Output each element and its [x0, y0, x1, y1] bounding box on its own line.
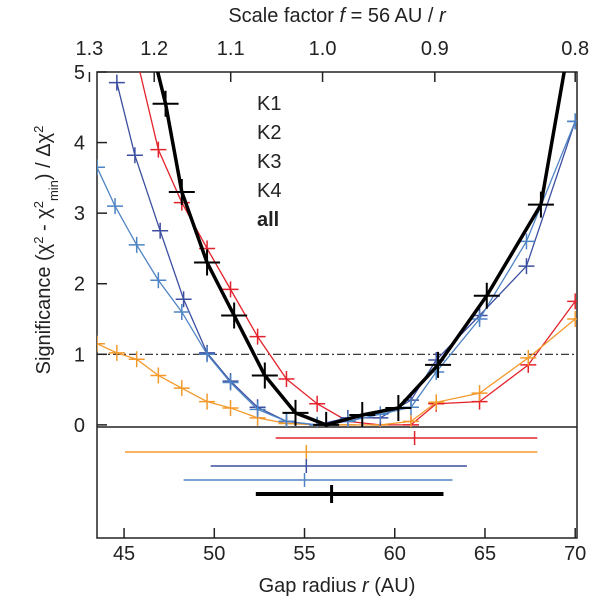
y-axis-label-part: 2 [31, 126, 46, 133]
y-axis-label-part: 2 [31, 237, 46, 244]
top-axis-label-part: r [439, 5, 447, 27]
plot-frame [96, 71, 578, 539]
point-marker [128, 351, 145, 368]
x-axis-label: Gap radius r (AU) [259, 575, 416, 597]
point-marker [199, 346, 216, 363]
x-tick-label: 60 [384, 543, 406, 565]
x2-tick-label: 1.2 [140, 38, 168, 60]
x2-tick-label: 1.1 [217, 38, 245, 60]
point-marker [518, 258, 535, 275]
y-tick-label: 3 [74, 203, 85, 225]
x2-tick-label: 1.3 [76, 38, 104, 60]
x-tick-label: 45 [113, 543, 135, 565]
y-axis-label-part: ) / Δχ [33, 132, 55, 180]
point-marker [520, 349, 537, 366]
point-marker [150, 272, 167, 289]
point-marker [349, 402, 376, 427]
point-marker [108, 74, 125, 91]
point-marker [126, 147, 143, 164]
point-marker [309, 395, 326, 412]
point-marker [108, 344, 125, 361]
x-axis-label-part: r [362, 575, 370, 597]
point-marker [175, 291, 192, 308]
point-marker [173, 303, 190, 320]
point-marker [199, 393, 216, 410]
point-marker [249, 401, 266, 418]
series-line [139, 72, 576, 426]
top-axis-label-part: = 56 AU / [345, 5, 439, 27]
point-marker [194, 249, 221, 276]
series-line [97, 318, 576, 426]
point-marker [278, 371, 295, 388]
y-axis-label-part: Significance (χ [33, 243, 55, 374]
series-line [97, 121, 576, 426]
point-marker [150, 367, 167, 384]
point-marker [222, 399, 239, 416]
series-group [97, 0, 577, 427]
x-axis-label-part: (AU) [369, 575, 416, 597]
x2-tick-label: 0.8 [561, 38, 589, 60]
top-axis-label-part: f [339, 5, 347, 27]
legend-entry: K2 [257, 122, 281, 144]
point-marker [567, 311, 577, 328]
point-marker [127, 0, 153, 14]
point-marker [567, 113, 577, 130]
point-marker [251, 362, 278, 389]
y-tick-label: 5 [74, 62, 85, 84]
series-line [155, 72, 566, 427]
x-tick-label: 65 [474, 543, 496, 565]
point-marker [249, 328, 266, 345]
point-marker [152, 222, 169, 239]
y-axis-label-part: 2 [31, 201, 46, 208]
point-marker [128, 236, 145, 253]
top-axis-label-part: Scale factor [228, 5, 339, 27]
x-tick-label: 70 [564, 543, 586, 565]
point-marker [97, 335, 105, 352]
point-marker [518, 233, 535, 250]
legend-entry: all [257, 209, 279, 231]
point-marker [221, 302, 248, 329]
point-marker [428, 394, 445, 411]
x2-tick-label: 0.9 [421, 38, 449, 60]
point-marker [473, 282, 500, 309]
x-tick-label: 55 [293, 543, 315, 565]
top-axis-label: Scale factor f = 56 AU / r [228, 5, 447, 27]
legend-entry: K1 [257, 93, 281, 115]
point-marker [222, 281, 239, 298]
point-marker [385, 394, 412, 421]
y-axis-label-part: min [46, 180, 61, 201]
point-marker [152, 90, 179, 117]
y-tick-label: 0 [74, 415, 85, 437]
point-marker [425, 351, 452, 378]
y-tick-label: 2 [74, 274, 85, 296]
point-marker [278, 413, 295, 427]
point-marker [527, 191, 554, 218]
y-tick-label: 1 [74, 344, 85, 366]
point-marker [282, 399, 309, 426]
point-marker [471, 311, 488, 328]
point-marker [168, 178, 195, 205]
point-marker [567, 293, 577, 310]
x2-tick-label: 1.0 [309, 38, 337, 60]
point-marker [222, 374, 239, 391]
y-tick-label: 4 [74, 133, 85, 155]
point-marker [402, 413, 419, 427]
legend-entry: K3 [257, 151, 281, 173]
point-marker [471, 385, 488, 402]
legend-entry: K4 [257, 180, 281, 202]
x-axis-label-part: Gap radius [259, 575, 362, 597]
y-axis-label: Significance (χ2 - χ2min) / Δχ2 [31, 126, 61, 375]
point-marker [107, 198, 124, 215]
point-marker [97, 159, 105, 176]
point-marker [313, 411, 340, 427]
point-marker [150, 141, 167, 158]
y-axis-label-part: - χ [33, 208, 55, 237]
point-marker [173, 380, 190, 397]
x-tick-label: 50 [203, 543, 225, 565]
